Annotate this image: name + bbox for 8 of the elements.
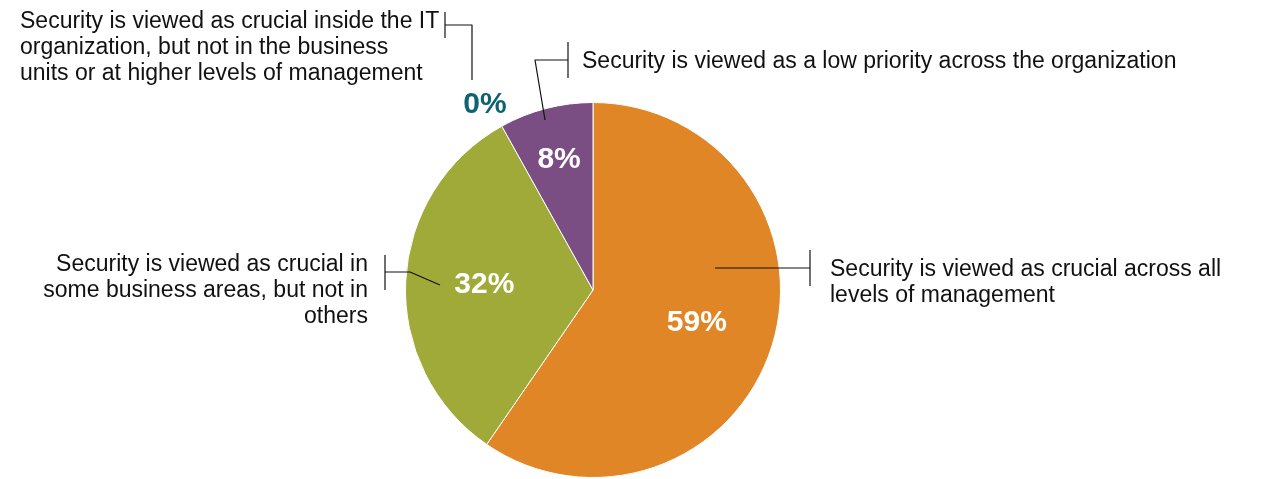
data-label: 32% [454,266,515,300]
slice-label: Security is viewed as crucial across all levels of management [830,254,1222,307]
data-label: 8% [537,140,581,174]
slice-label: Security is viewed as crucial in some business areas, but not in others [43,249,368,328]
slice-label: Security is viewed as a low priority across the organization [582,46,1177,73]
category-label: Security is viewed as crucial inside the IT organization, but not in the business units or at higher levels of management [20,6,440,85]
data-label: 59% [666,303,727,337]
text: 0% [463,86,507,120]
